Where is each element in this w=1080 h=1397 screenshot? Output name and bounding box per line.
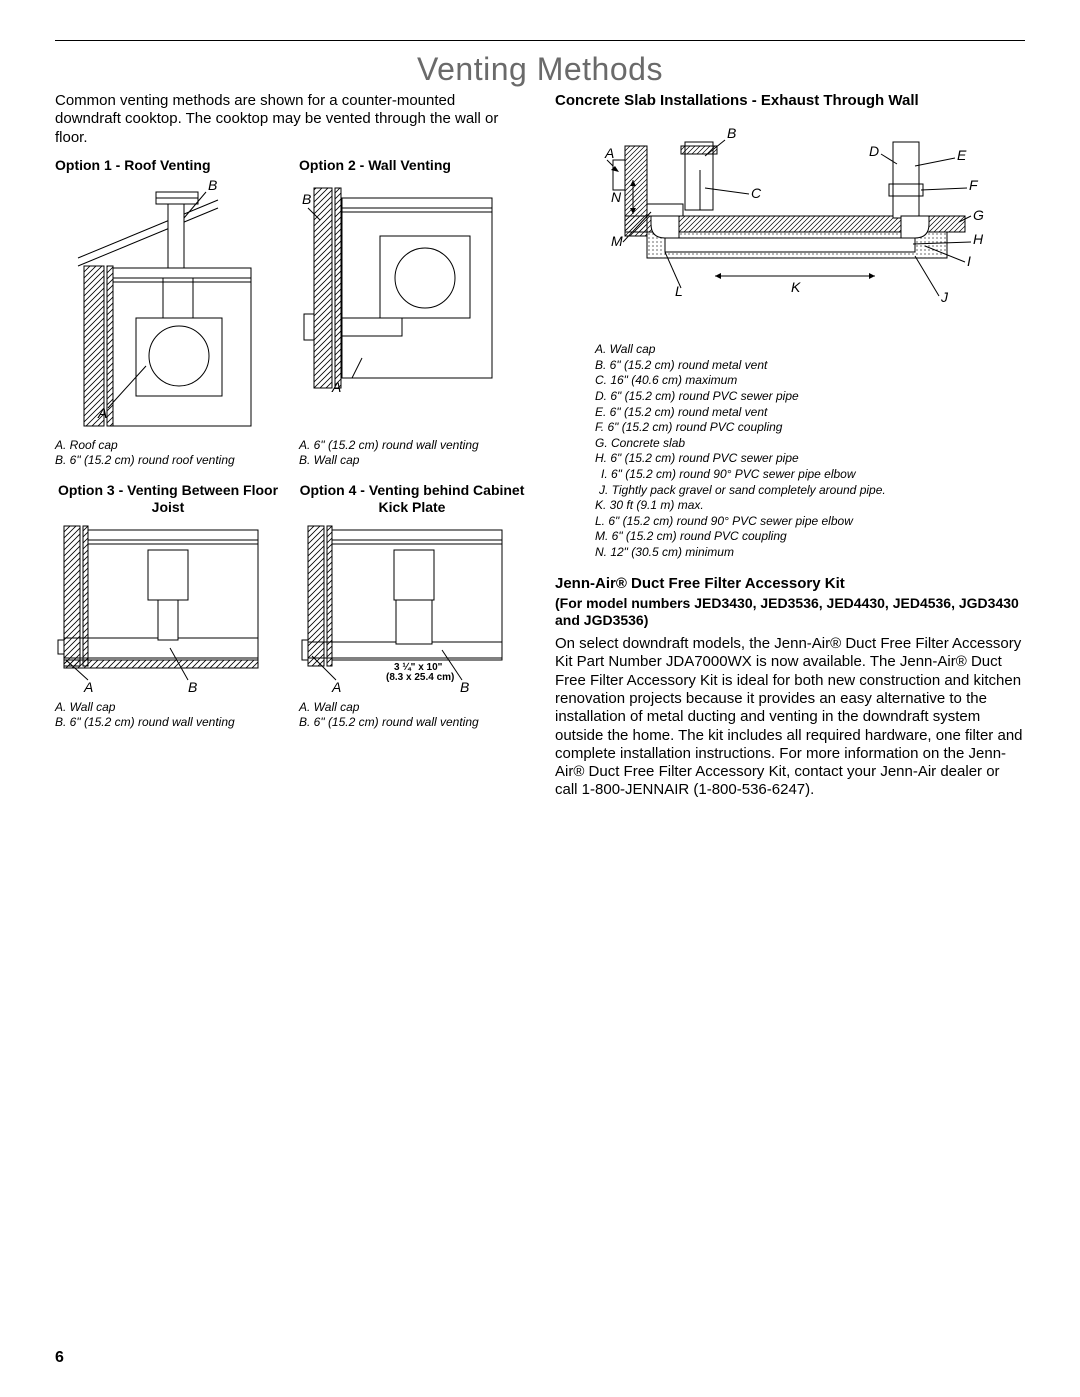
slab-diagram: A B C D E F G H I J K L bbox=[555, 116, 1025, 336]
svg-text:A: A bbox=[97, 405, 107, 421]
svg-text:N: N bbox=[611, 189, 622, 205]
svg-text:A: A bbox=[604, 145, 614, 161]
svg-text:A: A bbox=[331, 679, 341, 695]
page-number: 6 bbox=[55, 1349, 64, 1367]
opt3-title: Option 3 - Venting Between Floor Joist bbox=[55, 482, 281, 516]
intro-text: Common venting methods are shown for a c… bbox=[55, 92, 525, 147]
svg-text:B: B bbox=[302, 191, 311, 207]
opt1-title: Option 1 - Roof Venting bbox=[55, 157, 281, 174]
svg-text:B: B bbox=[727, 125, 736, 141]
opt1-legB: B. 6" (15.2 cm) round roof venting bbox=[55, 453, 281, 468]
svg-text:(8.3 x 25.4 cm): (8.3 x 25.4 cm) bbox=[386, 672, 454, 683]
right-column: Concrete Slab Installations - Exhaust Th… bbox=[555, 92, 1025, 800]
opt3-legB: B. 6" (15.2 cm) round wall venting bbox=[55, 715, 281, 730]
svg-text:A: A bbox=[83, 679, 93, 695]
opt2-diagram: B A bbox=[299, 178, 525, 398]
svg-text:F: F bbox=[969, 177, 979, 193]
opt2-legA: A. 6" (15.2 cm) round wall venting bbox=[299, 438, 525, 453]
opt1-legA: A. Roof cap bbox=[55, 438, 281, 453]
opt2-legB: B. Wall cap bbox=[299, 453, 525, 468]
slab-legend: A. Wall cap B. 6" (15.2 cm) round metal … bbox=[595, 342, 1025, 560]
svg-text:J: J bbox=[940, 289, 949, 305]
svg-text:M: M bbox=[611, 233, 623, 249]
svg-text:B: B bbox=[188, 679, 197, 695]
svg-text:G: G bbox=[973, 207, 984, 223]
opt3-diagram: A B bbox=[55, 520, 281, 700]
kit-sub: (For model numbers JED3430, JED3536, JED… bbox=[555, 595, 1025, 629]
page-title: Venting Methods bbox=[55, 51, 1025, 88]
svg-text:A: A bbox=[331, 379, 341, 395]
opt1-diagram: A B bbox=[55, 178, 281, 438]
kit-title: Jenn-Air® Duct Free Filter Accessory Kit bbox=[555, 575, 1025, 593]
opt4-title: Option 4 - Venting behind Cabinet Kick P… bbox=[299, 482, 525, 516]
opt4-diagram: 3 ¼" x 10" (8.3 x 25.4 cm) A B bbox=[299, 520, 525, 700]
kit-body: On select downdraft models, the Jenn-Air… bbox=[555, 635, 1025, 800]
svg-text:H: H bbox=[973, 231, 984, 247]
svg-text:I: I bbox=[967, 253, 971, 269]
svg-text:B: B bbox=[208, 178, 217, 193]
opt3-legA: A. Wall cap bbox=[55, 700, 281, 715]
rule-top bbox=[55, 40, 1025, 41]
svg-text:L: L bbox=[675, 283, 683, 299]
opt4-legB: B. 6" (15.2 cm) round wall venting bbox=[299, 715, 525, 730]
svg-text:C: C bbox=[751, 185, 762, 201]
svg-text:B: B bbox=[460, 679, 469, 695]
svg-text:K: K bbox=[791, 279, 801, 295]
opt4-legA: A. Wall cap bbox=[299, 700, 525, 715]
slab-title: Concrete Slab Installations - Exhaust Th… bbox=[555, 92, 1025, 110]
svg-text:D: D bbox=[869, 143, 879, 159]
left-column: Common venting methods are shown for a c… bbox=[55, 92, 525, 800]
opt2-title: Option 2 - Wall Venting bbox=[299, 157, 525, 174]
svg-text:E: E bbox=[957, 147, 967, 163]
